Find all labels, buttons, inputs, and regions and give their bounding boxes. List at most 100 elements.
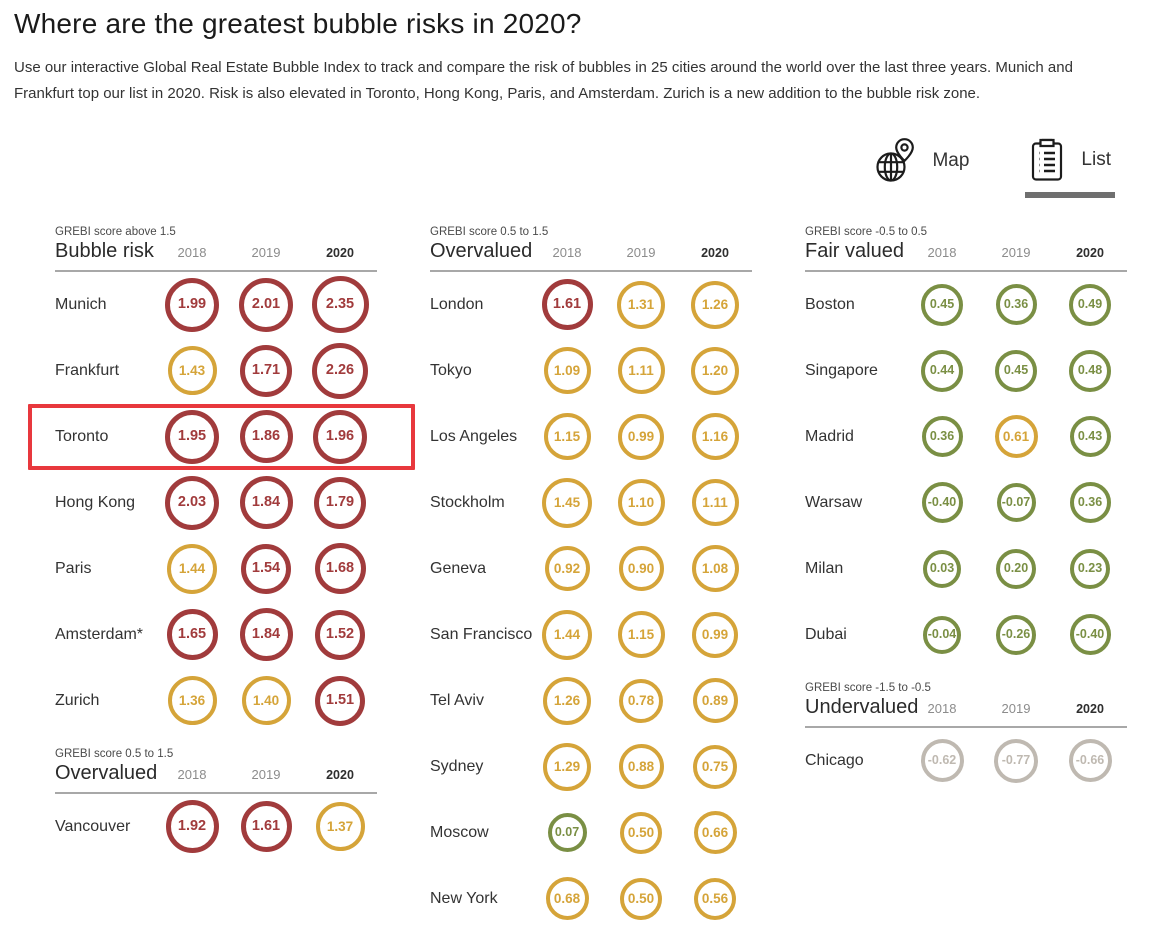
score-bubble[interactable]: 1.51: [315, 675, 365, 726]
score-bubble[interactable]: 1.84: [239, 608, 293, 661]
score-bubble[interactable]: 0.50: [620, 877, 662, 920]
score-bubble[interactable]: 0.36: [995, 284, 1037, 325]
score-bubble[interactable]: 1.31: [617, 280, 665, 329]
score-bubble[interactable]: 2.01: [239, 277, 293, 332]
score-bubble[interactable]: 1.86: [239, 410, 293, 463]
score-bubble[interactable]: 1.71: [240, 344, 292, 397]
score-bubble[interactable]: 1.40: [241, 676, 291, 725]
score-bubble-cell: -0.07: [979, 470, 1053, 536]
page-title: Where are the greatest bubble risks in 2…: [14, 8, 582, 39]
score-bubble-cell: 0.66: [678, 800, 752, 866]
score-bubble[interactable]: 1.96: [313, 409, 367, 464]
score-bubble[interactable]: 0.45: [995, 349, 1037, 392]
score-bubble[interactable]: 0.75: [693, 744, 737, 789]
score-bubble-cell: -0.66: [1053, 728, 1127, 794]
city-name: San Francisco: [430, 625, 533, 643]
score-bubble[interactable]: -0.62: [920, 739, 964, 782]
score-bubble[interactable]: 1.26: [543, 676, 591, 725]
score-bubble[interactable]: 0.99: [692, 611, 738, 658]
score-bubble[interactable]: 1.79: [314, 476, 366, 529]
score-bubble[interactable]: 0.36: [1069, 482, 1111, 523]
score-bubble[interactable]: 1.43: [167, 346, 217, 395]
score-bubble[interactable]: 0.68: [545, 877, 589, 920]
score-bubble[interactable]: 0.50: [620, 811, 662, 854]
score-bubble[interactable]: -0.04: [923, 615, 961, 654]
score-bubble[interactable]: 1.52: [315, 609, 365, 660]
score-bubble[interactable]: 0.43: [1069, 416, 1111, 457]
score-bubble[interactable]: 1.45: [542, 477, 592, 528]
score-bubble-cell: 0.99: [678, 602, 752, 668]
score-bubble[interactable]: 0.20: [996, 548, 1036, 589]
score-bubble[interactable]: 1.20: [691, 346, 739, 395]
score-bubble[interactable]: 1.99: [165, 277, 219, 332]
score-bubble[interactable]: 1.26: [691, 280, 739, 329]
score-bubble-cell: 1.54: [229, 536, 303, 602]
score-bubble[interactable]: -0.26: [996, 614, 1036, 655]
score-bubble[interactable]: 0.89: [692, 678, 738, 723]
score-bubble[interactable]: 1.29: [543, 742, 591, 791]
score-bubble[interactable]: 1.11: [617, 347, 665, 394]
score-bubble-cell: 1.52: [303, 602, 377, 668]
section-header-row: Overvalued 2018 2019 2020: [55, 762, 385, 785]
section-category: Fair valued: [805, 239, 904, 262]
score-bubble[interactable]: 1.61: [240, 801, 292, 852]
score-bubble[interactable]: 0.78: [619, 678, 663, 723]
score-bubble[interactable]: 1.44: [542, 609, 592, 660]
score-bubble[interactable]: 0.45: [921, 283, 963, 326]
score-bubble[interactable]: 0.99: [618, 413, 664, 460]
city-row: Los Angeles 1.15 0.99 1.16: [430, 404, 760, 470]
city-name: Zurich: [55, 691, 100, 709]
section-header-row: Bubble risk 2018 2019 2020: [55, 240, 385, 263]
score-bubble[interactable]: 1.65: [166, 609, 218, 660]
score-bubble-cell: 2.35: [303, 272, 377, 338]
score-bubble[interactable]: 1.37: [315, 802, 365, 851]
score-bubble[interactable]: 0.48: [1069, 349, 1111, 392]
score-bubble[interactable]: 0.23: [1070, 548, 1110, 589]
score-bubble[interactable]: 1.61: [541, 279, 593, 330]
score-bubble[interactable]: 1.95: [165, 409, 219, 464]
score-bubble[interactable]: 1.15: [617, 611, 665, 658]
score-bubble[interactable]: 0.03: [923, 549, 961, 588]
score-bubble[interactable]: 0.66: [693, 811, 737, 854]
score-bubble[interactable]: -0.40: [921, 482, 963, 523]
score-bubble[interactable]: 1.11: [691, 479, 739, 526]
section-category: Overvalued: [55, 761, 158, 784]
score-bubble[interactable]: 0.07: [547, 813, 587, 852]
score-bubble-cell: 1.08: [678, 536, 752, 602]
score-bubble[interactable]: 1.10: [617, 479, 665, 526]
score-bubble[interactable]: 2.35: [311, 276, 369, 333]
score-bubble[interactable]: 0.90: [618, 546, 664, 591]
section-header-row: Overvalued 2018 2019 2020: [430, 240, 760, 263]
page-header: Where are the greatest bubble risks in 2…: [0, 0, 1159, 108]
score-bubble[interactable]: 1.68: [314, 543, 366, 594]
score-bubble[interactable]: 0.56: [694, 877, 736, 920]
map-toggle[interactable]: Map: [870, 136, 973, 200]
score-bubble-cell: 1.86: [229, 404, 303, 470]
score-bubble[interactable]: 1.84: [239, 476, 293, 529]
score-bubble-cell: 1.45: [530, 470, 604, 536]
city-row: Amsterdam* 1.65 1.84 1.52: [55, 602, 385, 668]
score-bubble[interactable]: 0.92: [544, 546, 590, 591]
score-bubble[interactable]: 1.54: [241, 543, 291, 594]
score-bubble[interactable]: 0.36: [921, 416, 963, 457]
score-bubble[interactable]: -0.07: [996, 483, 1036, 522]
city-name: Stockholm: [430, 493, 505, 511]
score-bubble[interactable]: 1.16: [691, 413, 739, 460]
score-bubble[interactable]: 0.61: [994, 415, 1038, 458]
score-bubble[interactable]: 1.08: [691, 545, 739, 592]
score-bubble[interactable]: 0.44: [921, 349, 963, 392]
score-bubble[interactable]: 0.49: [1069, 283, 1111, 326]
score-bubble[interactable]: 2.26: [312, 342, 368, 399]
score-bubble[interactable]: 1.44: [167, 543, 217, 594]
score-bubble[interactable]: 2.03: [165, 475, 219, 530]
score-bubble[interactable]: -0.77: [994, 738, 1038, 783]
score-bubble[interactable]: 1.36: [167, 676, 217, 725]
score-bubble[interactable]: 1.15: [543, 413, 591, 460]
score-bubble[interactable]: -0.40: [1069, 614, 1111, 655]
city-row: Tokyo 1.09 1.11 1.20: [430, 338, 760, 404]
score-bubble[interactable]: 1.92: [165, 800, 219, 853]
score-bubble[interactable]: -0.66: [1068, 739, 1112, 782]
score-bubble[interactable]: 1.09: [543, 347, 591, 394]
score-bubble[interactable]: 0.88: [618, 744, 664, 789]
list-toggle[interactable]: List: [1025, 136, 1115, 198]
